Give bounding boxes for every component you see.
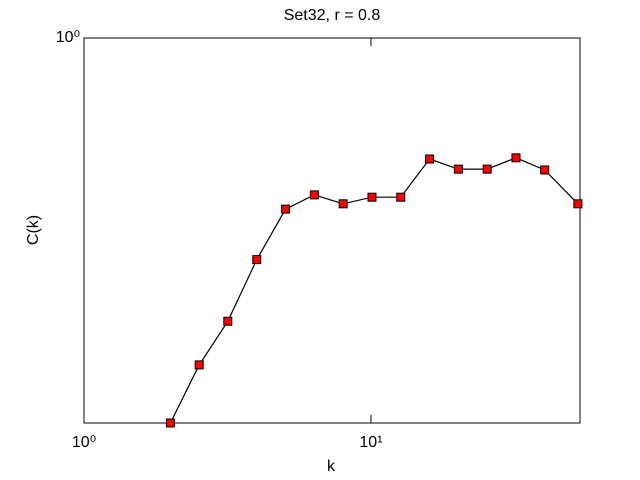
point-marker bbox=[425, 154, 435, 164]
point-marker bbox=[573, 199, 583, 209]
point-marker bbox=[309, 190, 319, 200]
x-axis-label: k bbox=[327, 458, 336, 475]
point-marker bbox=[252, 255, 262, 265]
point-marker bbox=[338, 199, 348, 209]
chart-title: Set32, r = 0.8 bbox=[284, 7, 381, 24]
point-marker bbox=[165, 418, 175, 428]
point-marker bbox=[396, 192, 406, 202]
y-tick-label: 10⁰ bbox=[56, 29, 80, 46]
point-marker bbox=[482, 164, 492, 174]
point-marker bbox=[540, 165, 550, 175]
plot-frame bbox=[83, 37, 581, 424]
point-marker bbox=[281, 204, 291, 214]
y-axis-label: C(k) bbox=[25, 215, 42, 245]
point-marker bbox=[194, 360, 204, 370]
point-marker bbox=[223, 316, 233, 326]
point-marker bbox=[453, 164, 463, 174]
point-marker bbox=[511, 153, 521, 163]
x-tick-label: 10⁰ bbox=[72, 434, 96, 451]
x-tick-label: 10¹ bbox=[359, 434, 382, 451]
point-marker bbox=[367, 192, 377, 202]
